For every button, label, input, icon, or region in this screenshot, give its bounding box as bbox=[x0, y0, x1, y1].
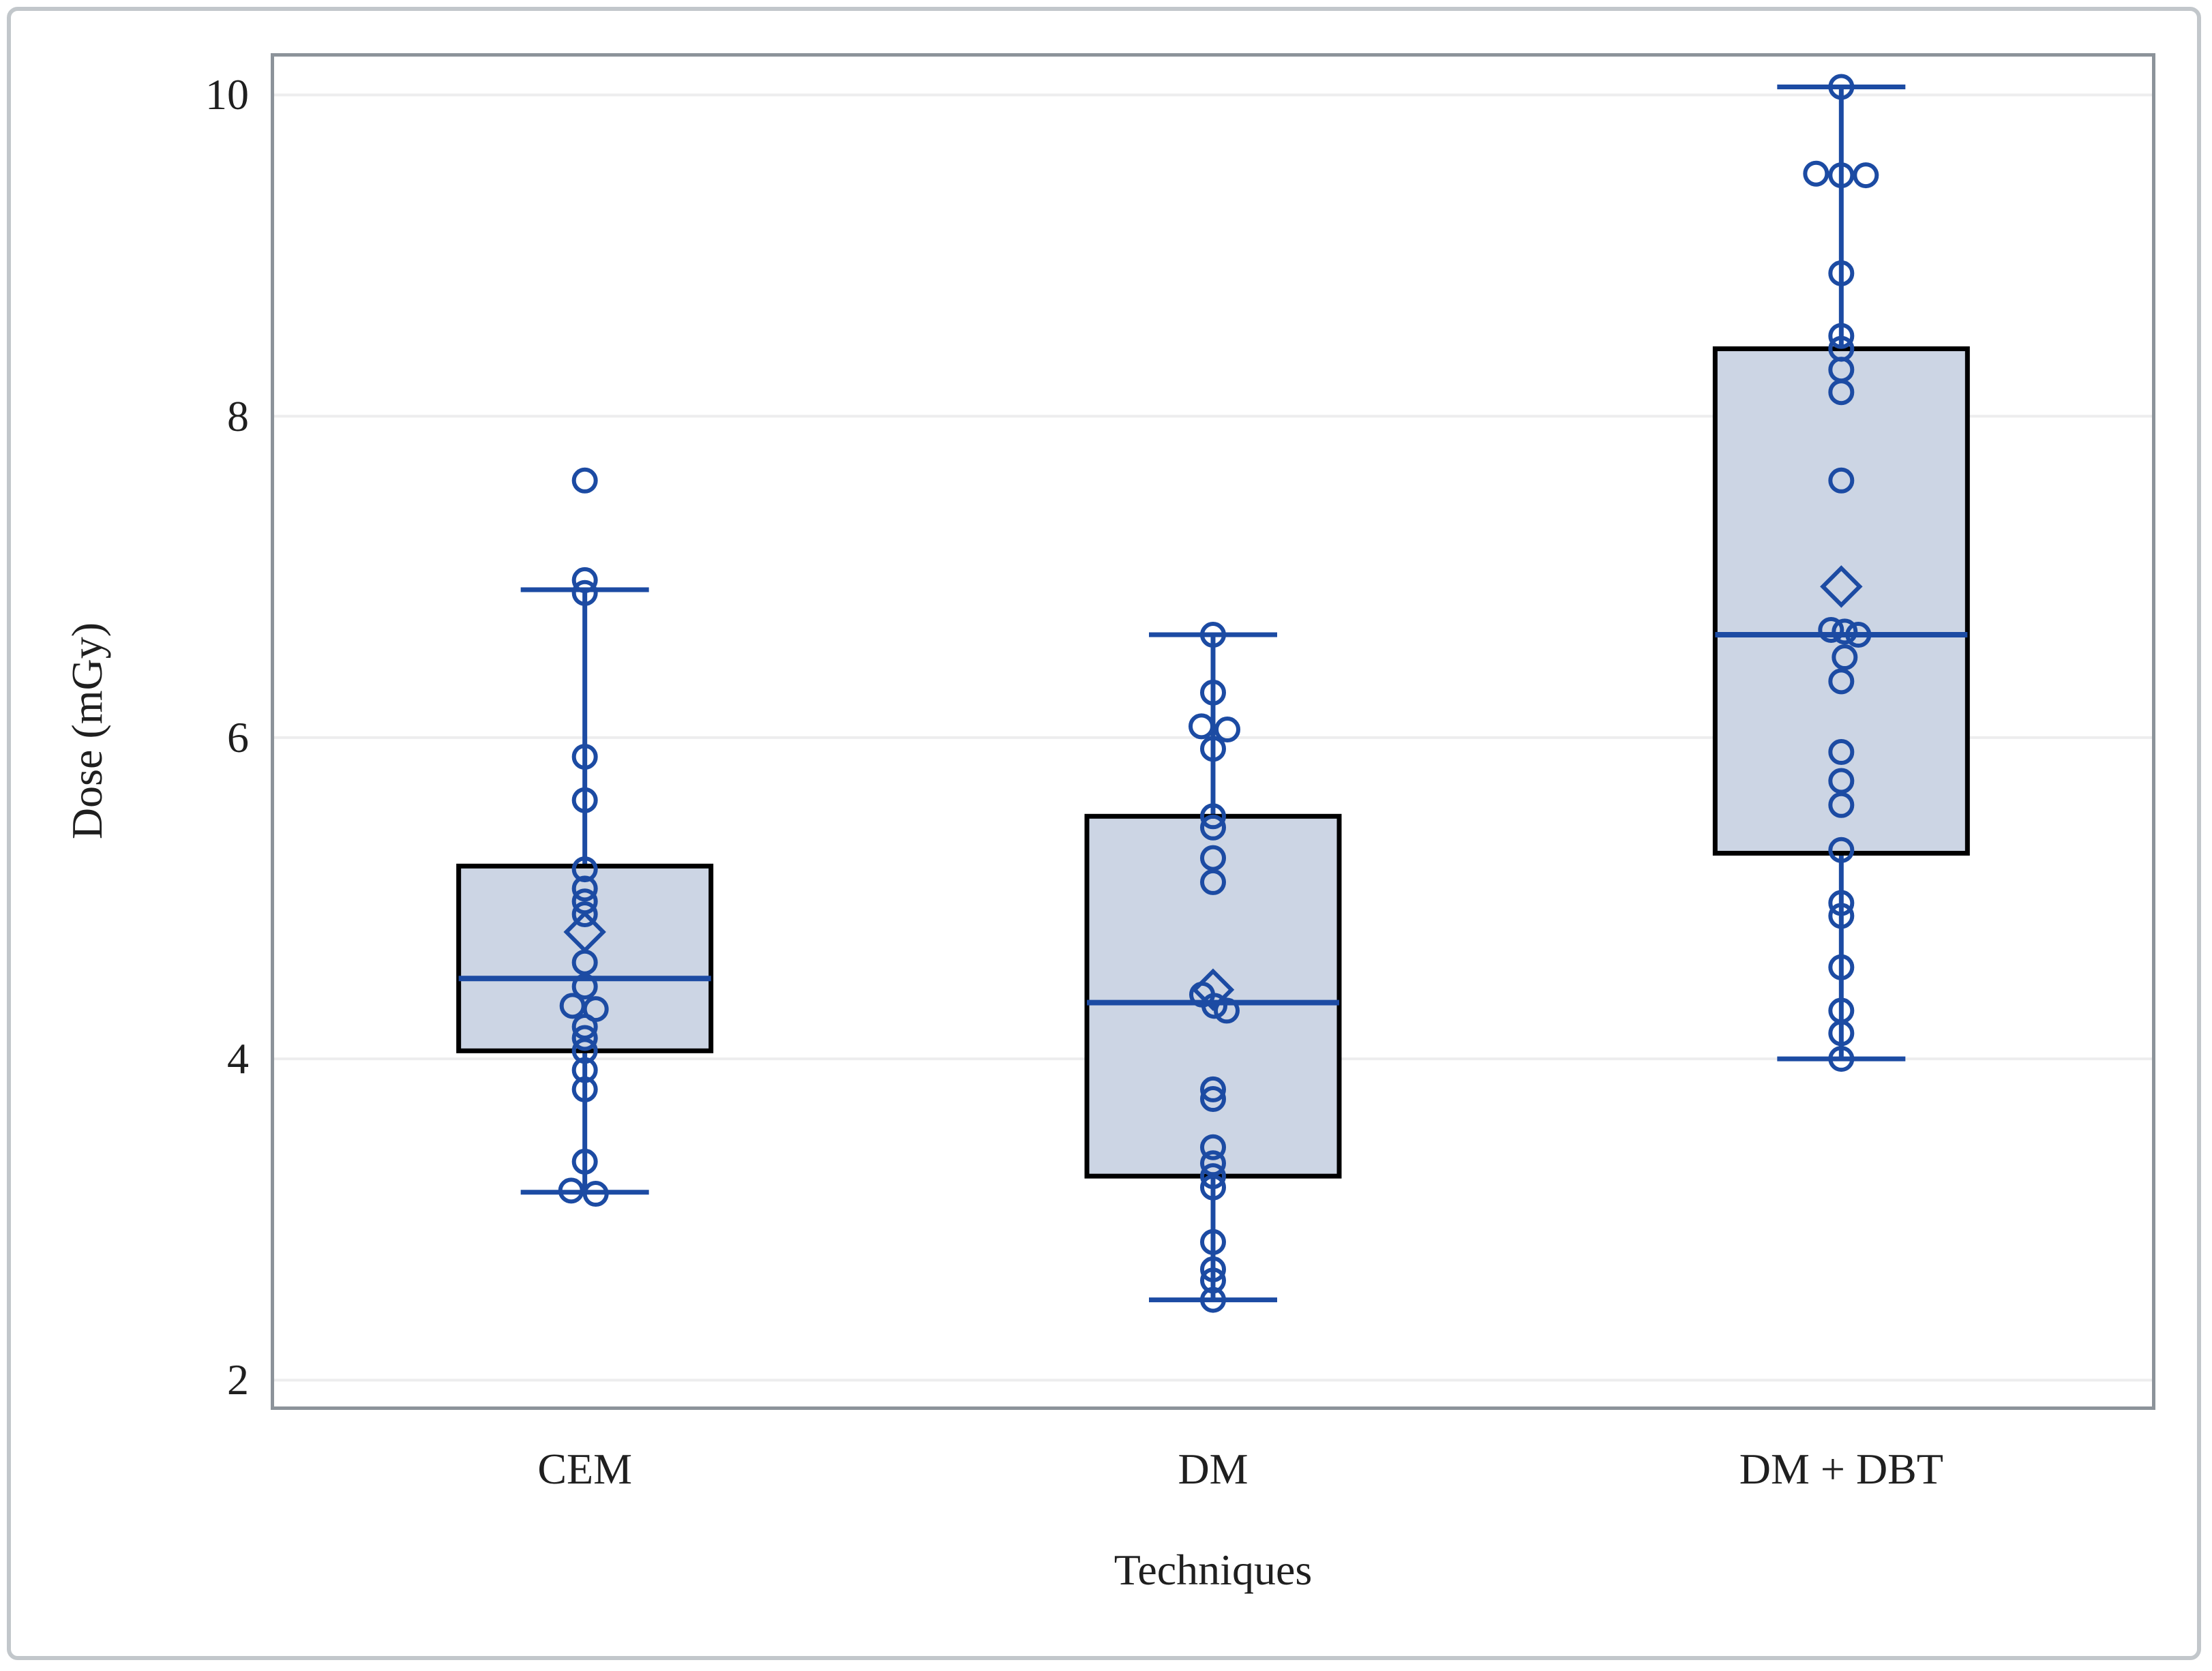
cem-data-point bbox=[571, 1013, 598, 1040]
dm-dbt-data-point bbox=[1828, 837, 1855, 863]
cem-data-point bbox=[571, 1076, 598, 1102]
x-tick-label-cem: CEM bbox=[537, 1445, 632, 1493]
cem-data-point bbox=[571, 467, 598, 494]
dm-data-point bbox=[1200, 1086, 1226, 1113]
dm-dbt-data-point bbox=[1832, 618, 1858, 645]
x-tick-label-dm-dbt: DM + DBT bbox=[1739, 1445, 1943, 1493]
dm-dbt-data-point bbox=[1828, 162, 1855, 189]
dm-dbt-data-point bbox=[1828, 1020, 1855, 1047]
dm-dbt-data-point bbox=[1818, 616, 1844, 643]
cem-data-point bbox=[571, 1148, 598, 1175]
dm-data-point bbox=[1189, 713, 1214, 740]
dm-dbt-data-point bbox=[1828, 379, 1855, 406]
dm-data-point bbox=[1214, 717, 1240, 743]
dm-data-point bbox=[1200, 1134, 1226, 1160]
dm-data-point bbox=[1200, 1163, 1226, 1190]
dm-data-point bbox=[1200, 1256, 1226, 1282]
boxplot-canvas bbox=[271, 53, 2155, 1410]
cem-data-point bbox=[571, 744, 598, 770]
dm-dbt-data-point bbox=[1828, 739, 1855, 766]
cem-data-point bbox=[571, 1038, 598, 1064]
x-axis-title: Techniques bbox=[1114, 1546, 1313, 1594]
dm-dbt-data-point bbox=[1853, 162, 1879, 189]
dm-data-point bbox=[1200, 1076, 1226, 1102]
dm-dbt-data-point bbox=[1832, 644, 1858, 671]
cem-mean-diamond bbox=[563, 910, 606, 954]
dm-dbt-mean-diamond bbox=[1820, 565, 1863, 608]
dm-data-point bbox=[1200, 622, 1226, 648]
figure-border bbox=[7, 7, 2201, 1660]
dm-dbt-data-point bbox=[1828, 322, 1855, 349]
dm-data-point bbox=[1200, 814, 1226, 841]
y-tick-label-8: 8 bbox=[227, 391, 249, 440]
plot-area bbox=[271, 53, 2155, 1410]
dm-dbt-data-point bbox=[1828, 903, 1855, 929]
y-axis-title: Dose (mGy) bbox=[63, 622, 111, 840]
cem-data-point bbox=[571, 1025, 598, 1051]
cem-data-point bbox=[571, 875, 598, 902]
dm-dbt-data-point bbox=[1828, 467, 1855, 494]
cem-data-point bbox=[582, 1181, 609, 1207]
dm-dbt-box bbox=[1712, 346, 1970, 856]
dm-dbt-data-point bbox=[1828, 1046, 1855, 1072]
cem-data-point bbox=[571, 974, 598, 1000]
dm-dbt-data-point bbox=[1845, 622, 1872, 648]
dm-dbt-data-point bbox=[1828, 668, 1855, 695]
dm-dbt-data-point bbox=[1828, 74, 1855, 100]
dm-dbt-data-point bbox=[1828, 768, 1855, 794]
dm-data-point bbox=[1200, 1267, 1226, 1294]
dm-data-point bbox=[1200, 679, 1226, 706]
cem-data-point bbox=[558, 1177, 584, 1204]
x-tick-label-dm: DM bbox=[1178, 1445, 1249, 1493]
dm-data-point bbox=[1200, 845, 1226, 871]
dm-mean-diamond bbox=[1191, 968, 1235, 1012]
dm-data-point bbox=[1200, 1150, 1226, 1177]
dm-data-point bbox=[1200, 736, 1226, 762]
cem-data-point bbox=[571, 567, 598, 593]
dm-data-point bbox=[1200, 1229, 1226, 1255]
cem-box bbox=[456, 863, 714, 1053]
dm-data-point bbox=[1200, 1286, 1226, 1313]
dm-dbt-data-point bbox=[1803, 160, 1829, 187]
dm-data-point bbox=[1200, 1174, 1226, 1201]
cem-data-point bbox=[571, 901, 598, 928]
cem-data-point bbox=[571, 856, 598, 883]
y-tick-label-4: 4 bbox=[227, 1034, 249, 1083]
dm-dbt-data-point bbox=[1828, 954, 1855, 980]
y-tick-label-2: 2 bbox=[227, 1355, 249, 1404]
dm-data-point bbox=[1214, 997, 1240, 1024]
cem-data-point bbox=[571, 787, 598, 813]
y-tick-label-10: 10 bbox=[205, 70, 249, 119]
dm-data-point bbox=[1200, 869, 1226, 895]
dm-data-point bbox=[1200, 803, 1226, 830]
cem-data-point bbox=[571, 579, 598, 606]
dm-data-point bbox=[1201, 993, 1227, 1019]
y-tick-label-6: 6 bbox=[227, 712, 249, 762]
cem-data-point bbox=[571, 1057, 598, 1083]
dm-dbt-data-point bbox=[1828, 792, 1855, 818]
dm-dbt-data-point bbox=[1828, 260, 1855, 286]
plot-frame bbox=[271, 53, 2155, 1410]
dm-dbt-data-point bbox=[1828, 890, 1855, 916]
